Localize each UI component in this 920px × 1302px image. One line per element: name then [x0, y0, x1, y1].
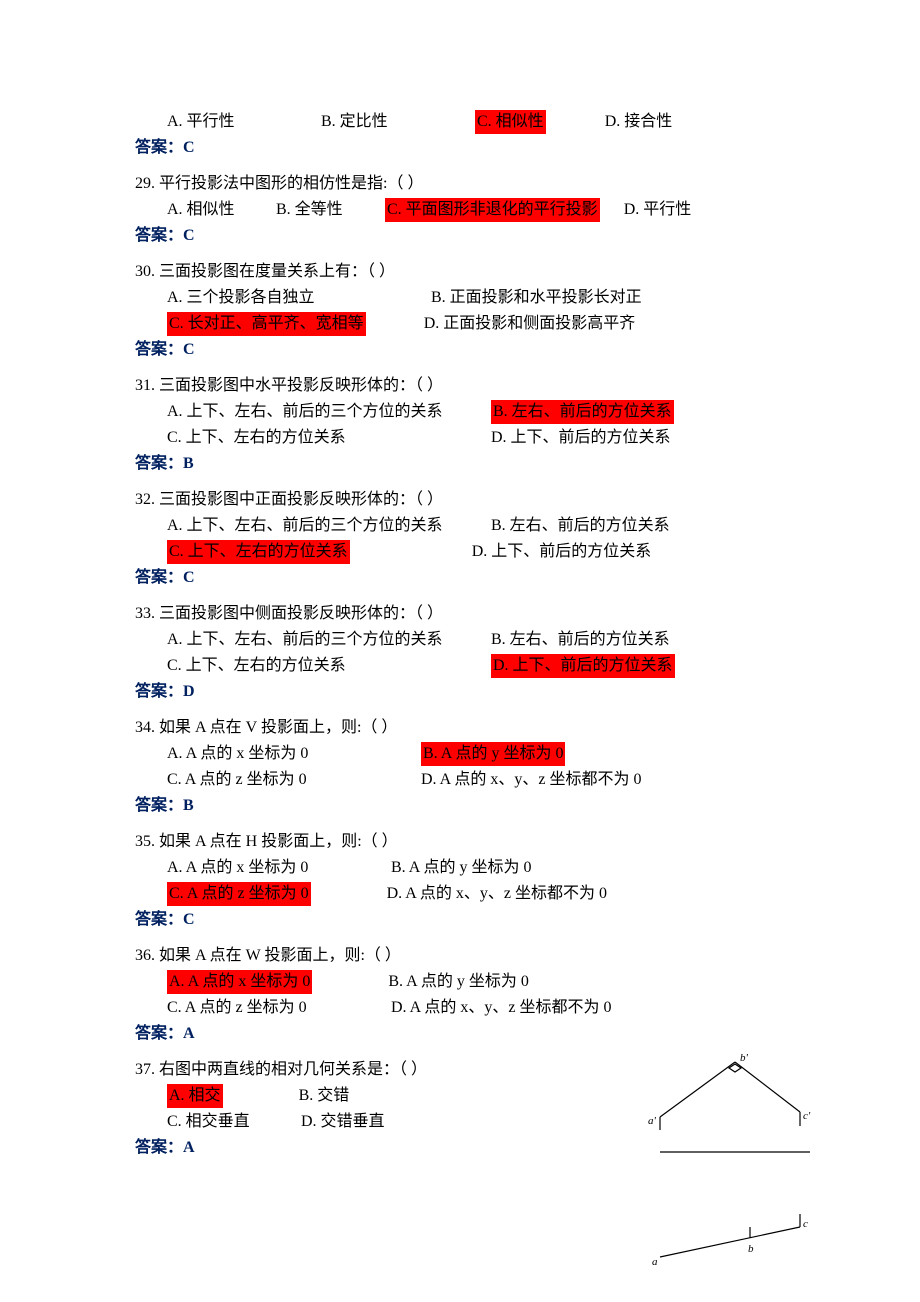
options-row-1: A. A 点的 x 坐标为 0 B. A 点的 y 坐标为 0: [135, 742, 790, 766]
option-a: A. 上下、左右、前后的三个方位的关系: [167, 514, 487, 538]
answer-label: 答案：D: [135, 680, 790, 704]
question-34: 34. 如果 A 点在 V 投影面上，则:（ ） A. A 点的 x 坐标为 0…: [135, 716, 790, 818]
option-a: A. 上下、左右、前后的三个方位的关系: [167, 628, 487, 652]
options-row-1: A. 上下、左右、前后的三个方位的关系 B. 左右、前后的方位关系: [135, 628, 790, 652]
question-35: 35. 如果 A 点在 H 投影面上，则:（ ） A. A 点的 x 坐标为 0…: [135, 830, 790, 932]
option-b: B. 左右、前后的方位关系: [491, 514, 670, 538]
options-row-1: A. 上下、左右、前后的三个方位的关系 B. 左右、前后的方位关系: [135, 400, 790, 424]
option-a: A. 平行性: [167, 110, 317, 134]
option-d: D. A 点的 x、y、z 坐标都不为 0: [421, 768, 641, 792]
answer-label: 答案：B: [135, 452, 790, 476]
options-row-2: C. A 点的 z 坐标为 0 D. A 点的 x、y、z 坐标都不为 0: [135, 996, 790, 1020]
question-stem: 35. 如果 A 点在 H 投影面上，则:（ ）: [135, 830, 790, 854]
option-d: D. 上下、前后的方位关系: [472, 540, 652, 564]
question-32: 32. 三面投影图中正面投影反映形体的：（ ） A. 上下、左右、前后的三个方位…: [135, 488, 790, 590]
answer-label: 答案：C: [135, 566, 790, 590]
option-b: B. A 点的 y 坐标为 0: [391, 856, 531, 880]
option-b: B. 定比性: [321, 110, 471, 134]
option-b-highlighted: B. 左右、前后的方位关系: [491, 400, 674, 424]
option-b: B. 交错: [299, 1084, 350, 1108]
option-a: A. A 点的 x 坐标为 0: [167, 742, 417, 766]
fig-label-cp: c': [803, 1110, 811, 1122]
option-b: B. A 点的 y 坐标为 0: [388, 970, 528, 994]
question-stem: 32. 三面投影图中正面投影反映形体的：（ ）: [135, 488, 790, 512]
question-28-continuation: A. 平行性 B. 定比性 C. 相似性 D. 接合性 答案：C: [135, 110, 790, 160]
option-d-highlighted: D. 上下、前后的方位关系: [491, 654, 675, 678]
options-row-2: C. A 点的 z 坐标为 0 D. A 点的 x、y、z 坐标都不为 0: [135, 882, 790, 906]
options-row-2: C. 上下、左右的方位关系 D. 上下、前后的方位关系: [135, 654, 790, 678]
options-row-2: C. 上下、左右的方位关系 D. 上下、前后的方位关系: [135, 426, 790, 450]
question-stem: 33. 三面投影图中侧面投影反映形体的：（ ）: [135, 602, 790, 626]
question-30: 30. 三面投影图在度量关系上有：（ ） A. 三个投影各自独立 B. 正面投影…: [135, 260, 790, 362]
option-d: D. A 点的 x、y、z 坐标都不为 0: [387, 882, 607, 906]
option-d: D. 上下、前后的方位关系: [491, 426, 671, 450]
question-stem: 36. 如果 A 点在 W 投影面上，则:（ ）: [135, 944, 790, 968]
question-stem: 34. 如果 A 点在 V 投影面上，则:（ ）: [135, 716, 790, 740]
option-a: A. A 点的 x 坐标为 0: [167, 856, 387, 880]
option-d: D. 正面投影和侧面投影高平齐: [424, 312, 636, 336]
option-c: C. A 点的 z 坐标为 0: [167, 768, 417, 792]
fig-label-b: b: [748, 1243, 754, 1255]
fig-label-ap: a': [648, 1115, 657, 1127]
question-29: 29. 平行投影法中图形的相仿性是指:（ ） A. 相似性 B. 全等性 C. …: [135, 172, 790, 248]
option-b: B. 全等性: [276, 198, 381, 222]
answer-label: 答案：C: [135, 136, 790, 160]
answer-label: 答案：A: [135, 1022, 790, 1046]
option-c: C. 相交垂直: [167, 1110, 297, 1134]
options-row: A. 相似性 B. 全等性 C. 平面图形非退化的平行投影 D. 平行性: [135, 198, 790, 222]
options-row-1: A. 上下、左右、前后的三个方位的关系 B. 左右、前后的方位关系: [135, 514, 790, 538]
question-37: 37. 右图中两直线的相对几何关系是：（ ） A. 相交 B. 交错 C. 相交…: [135, 1058, 790, 1170]
option-d: D. 接合性: [605, 110, 725, 134]
option-b: B. 正面投影和水平投影长对正: [431, 286, 642, 310]
options-row: A. 平行性 B. 定比性 C. 相似性 D. 接合性: [135, 110, 790, 134]
option-a: A. 三个投影各自独立: [167, 286, 427, 310]
option-a: A. 相似性: [167, 198, 272, 222]
question-36: 36. 如果 A 点在 W 投影面上，则:（ ） A. A 点的 x 坐标为 0…: [135, 944, 790, 1046]
option-c: C. A 点的 z 坐标为 0: [167, 996, 387, 1020]
question-stem: 29. 平行投影法中图形的相仿性是指:（ ）: [135, 172, 790, 196]
option-c: C. 上下、左右的方位关系: [167, 426, 487, 450]
answer-label: 答案：C: [135, 338, 790, 362]
options-row-1: A. A 点的 x 坐标为 0 B. A 点的 y 坐标为 0: [135, 970, 790, 994]
question-stem: 30. 三面投影图在度量关系上有：（ ）: [135, 260, 790, 284]
option-c-highlighted: C. 平面图形非退化的平行投影: [385, 198, 600, 222]
q37-figure: a' b' c' a b c: [640, 1052, 820, 1267]
option-c-highlighted: C. A 点的 z 坐标为 0: [167, 882, 311, 906]
option-d: D. 平行性: [624, 198, 692, 222]
question-stem: 31. 三面投影图中水平投影反映形体的：（ ）: [135, 374, 790, 398]
option-a: A. 上下、左右、前后的三个方位的关系: [167, 400, 487, 424]
options-row-2: C. 长对正、高平齐、宽相等 D. 正面投影和侧面投影高平齐: [135, 312, 790, 336]
options-row-2: C. A 点的 z 坐标为 0 D. A 点的 x、y、z 坐标都不为 0: [135, 768, 790, 792]
fig-label-a: a: [652, 1256, 658, 1267]
option-c-highlighted: C. 长对正、高平齐、宽相等: [167, 312, 366, 336]
options-row-1: A. A 点的 x 坐标为 0 B. A 点的 y 坐标为 0: [135, 856, 790, 880]
fig-label-c: c: [803, 1218, 808, 1230]
fig-label-bp: b': [740, 1052, 749, 1064]
answer-label: 答案：B: [135, 794, 790, 818]
answer-label: 答案：C: [135, 908, 790, 932]
option-d: D. 交错垂直: [301, 1110, 385, 1134]
option-a-highlighted: A. 相交: [167, 1084, 223, 1108]
option-a-highlighted: A. A 点的 x 坐标为 0: [167, 970, 312, 994]
option-c-highlighted: C. 上下、左右的方位关系: [167, 540, 350, 564]
answer-label: 答案：C: [135, 224, 790, 248]
question-31: 31. 三面投影图中水平投影反映形体的：（ ） A. 上下、左右、前后的三个方位…: [135, 374, 790, 476]
question-33: 33. 三面投影图中侧面投影反映形体的：（ ） A. 上下、左右、前后的三个方位…: [135, 602, 790, 704]
option-c-highlighted: C. 相似性: [475, 110, 546, 134]
options-row-2: C. 上下、左右的方位关系 D. 上下、前后的方位关系: [135, 540, 790, 564]
options-row-1: A. 三个投影各自独立 B. 正面投影和水平投影长对正: [135, 286, 790, 310]
option-b-highlighted: B. A 点的 y 坐标为 0: [421, 742, 565, 766]
option-c: C. 上下、左右的方位关系: [167, 654, 487, 678]
option-d: D. A 点的 x、y、z 坐标都不为 0: [391, 996, 611, 1020]
option-b: B. 左右、前后的方位关系: [491, 628, 670, 652]
